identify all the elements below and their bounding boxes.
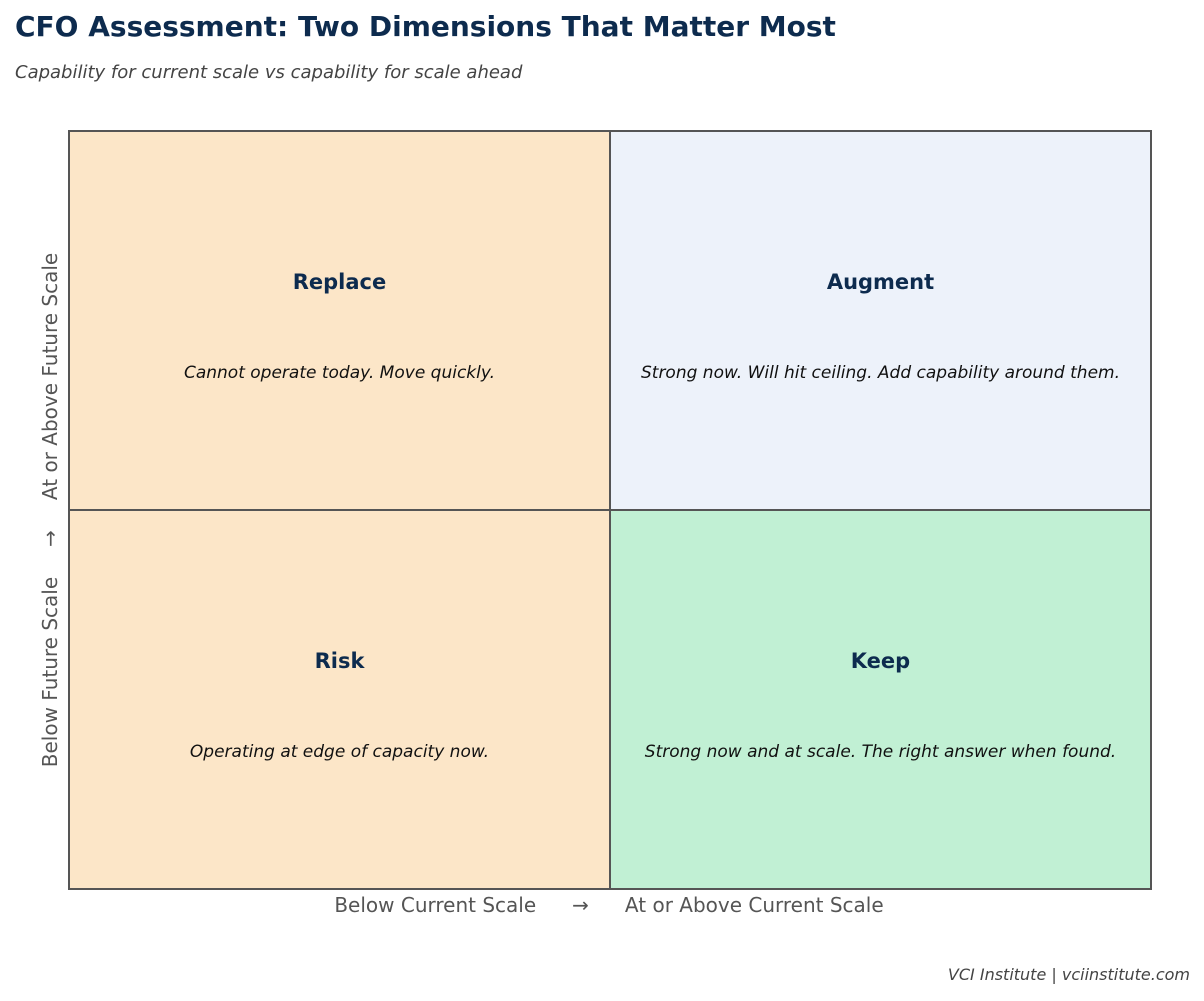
footer-credit: VCI Institute | vciinstitute.com <box>947 965 1190 984</box>
quadrant-augment: Augment Strong now. Will hit ceiling. Ad… <box>610 132 1150 510</box>
quadrant-label: Keep <box>850 649 911 673</box>
x-axis-label: Below Current Scale → At or Above Current … <box>334 893 883 917</box>
x-axis-high-label: At or Above Current Scale <box>624 893 884 917</box>
quadrant-description: Operating at edge of capacity now. <box>189 742 490 762</box>
quadrant-description: Strong now and at scale. The right answe… <box>644 742 1117 762</box>
y-axis-high-label: At or Above Future Scale <box>38 252 62 501</box>
quadrant-label: Replace <box>292 270 387 294</box>
y-axis-low-label: Below Future Scale <box>38 576 62 768</box>
quadrant-replace: Replace Cannot operate today. Move quick… <box>70 132 610 510</box>
x-axis-arrow-icon: → <box>572 893 589 917</box>
page-title: CFO Assessment: Two Dimensions That Matt… <box>15 10 836 43</box>
quadrant-description: Cannot operate today. Move quickly. <box>183 363 496 383</box>
quadrant-risk: Risk Operating at edge of capacity now. <box>70 510 610 888</box>
page-subtitle: Capability for current scale vs capabili… <box>15 62 523 83</box>
quadrant-label: Augment <box>826 270 935 294</box>
y-axis-arrow-icon: → <box>38 530 62 547</box>
quadrant-description: Strong now. Will hit ceiling. Add capabi… <box>640 363 1120 383</box>
y-axis-label: Below Future Scale → At or Above Future Sc… <box>38 253 62 767</box>
quadrant-grid: Replace Cannot operate today. Move quick… <box>68 130 1152 890</box>
quadrant-label: Risk <box>314 649 365 673</box>
quadrant-keep: Keep Strong now and at scale. The right … <box>610 510 1150 888</box>
x-axis-low-label: Below Current Scale <box>334 893 537 917</box>
